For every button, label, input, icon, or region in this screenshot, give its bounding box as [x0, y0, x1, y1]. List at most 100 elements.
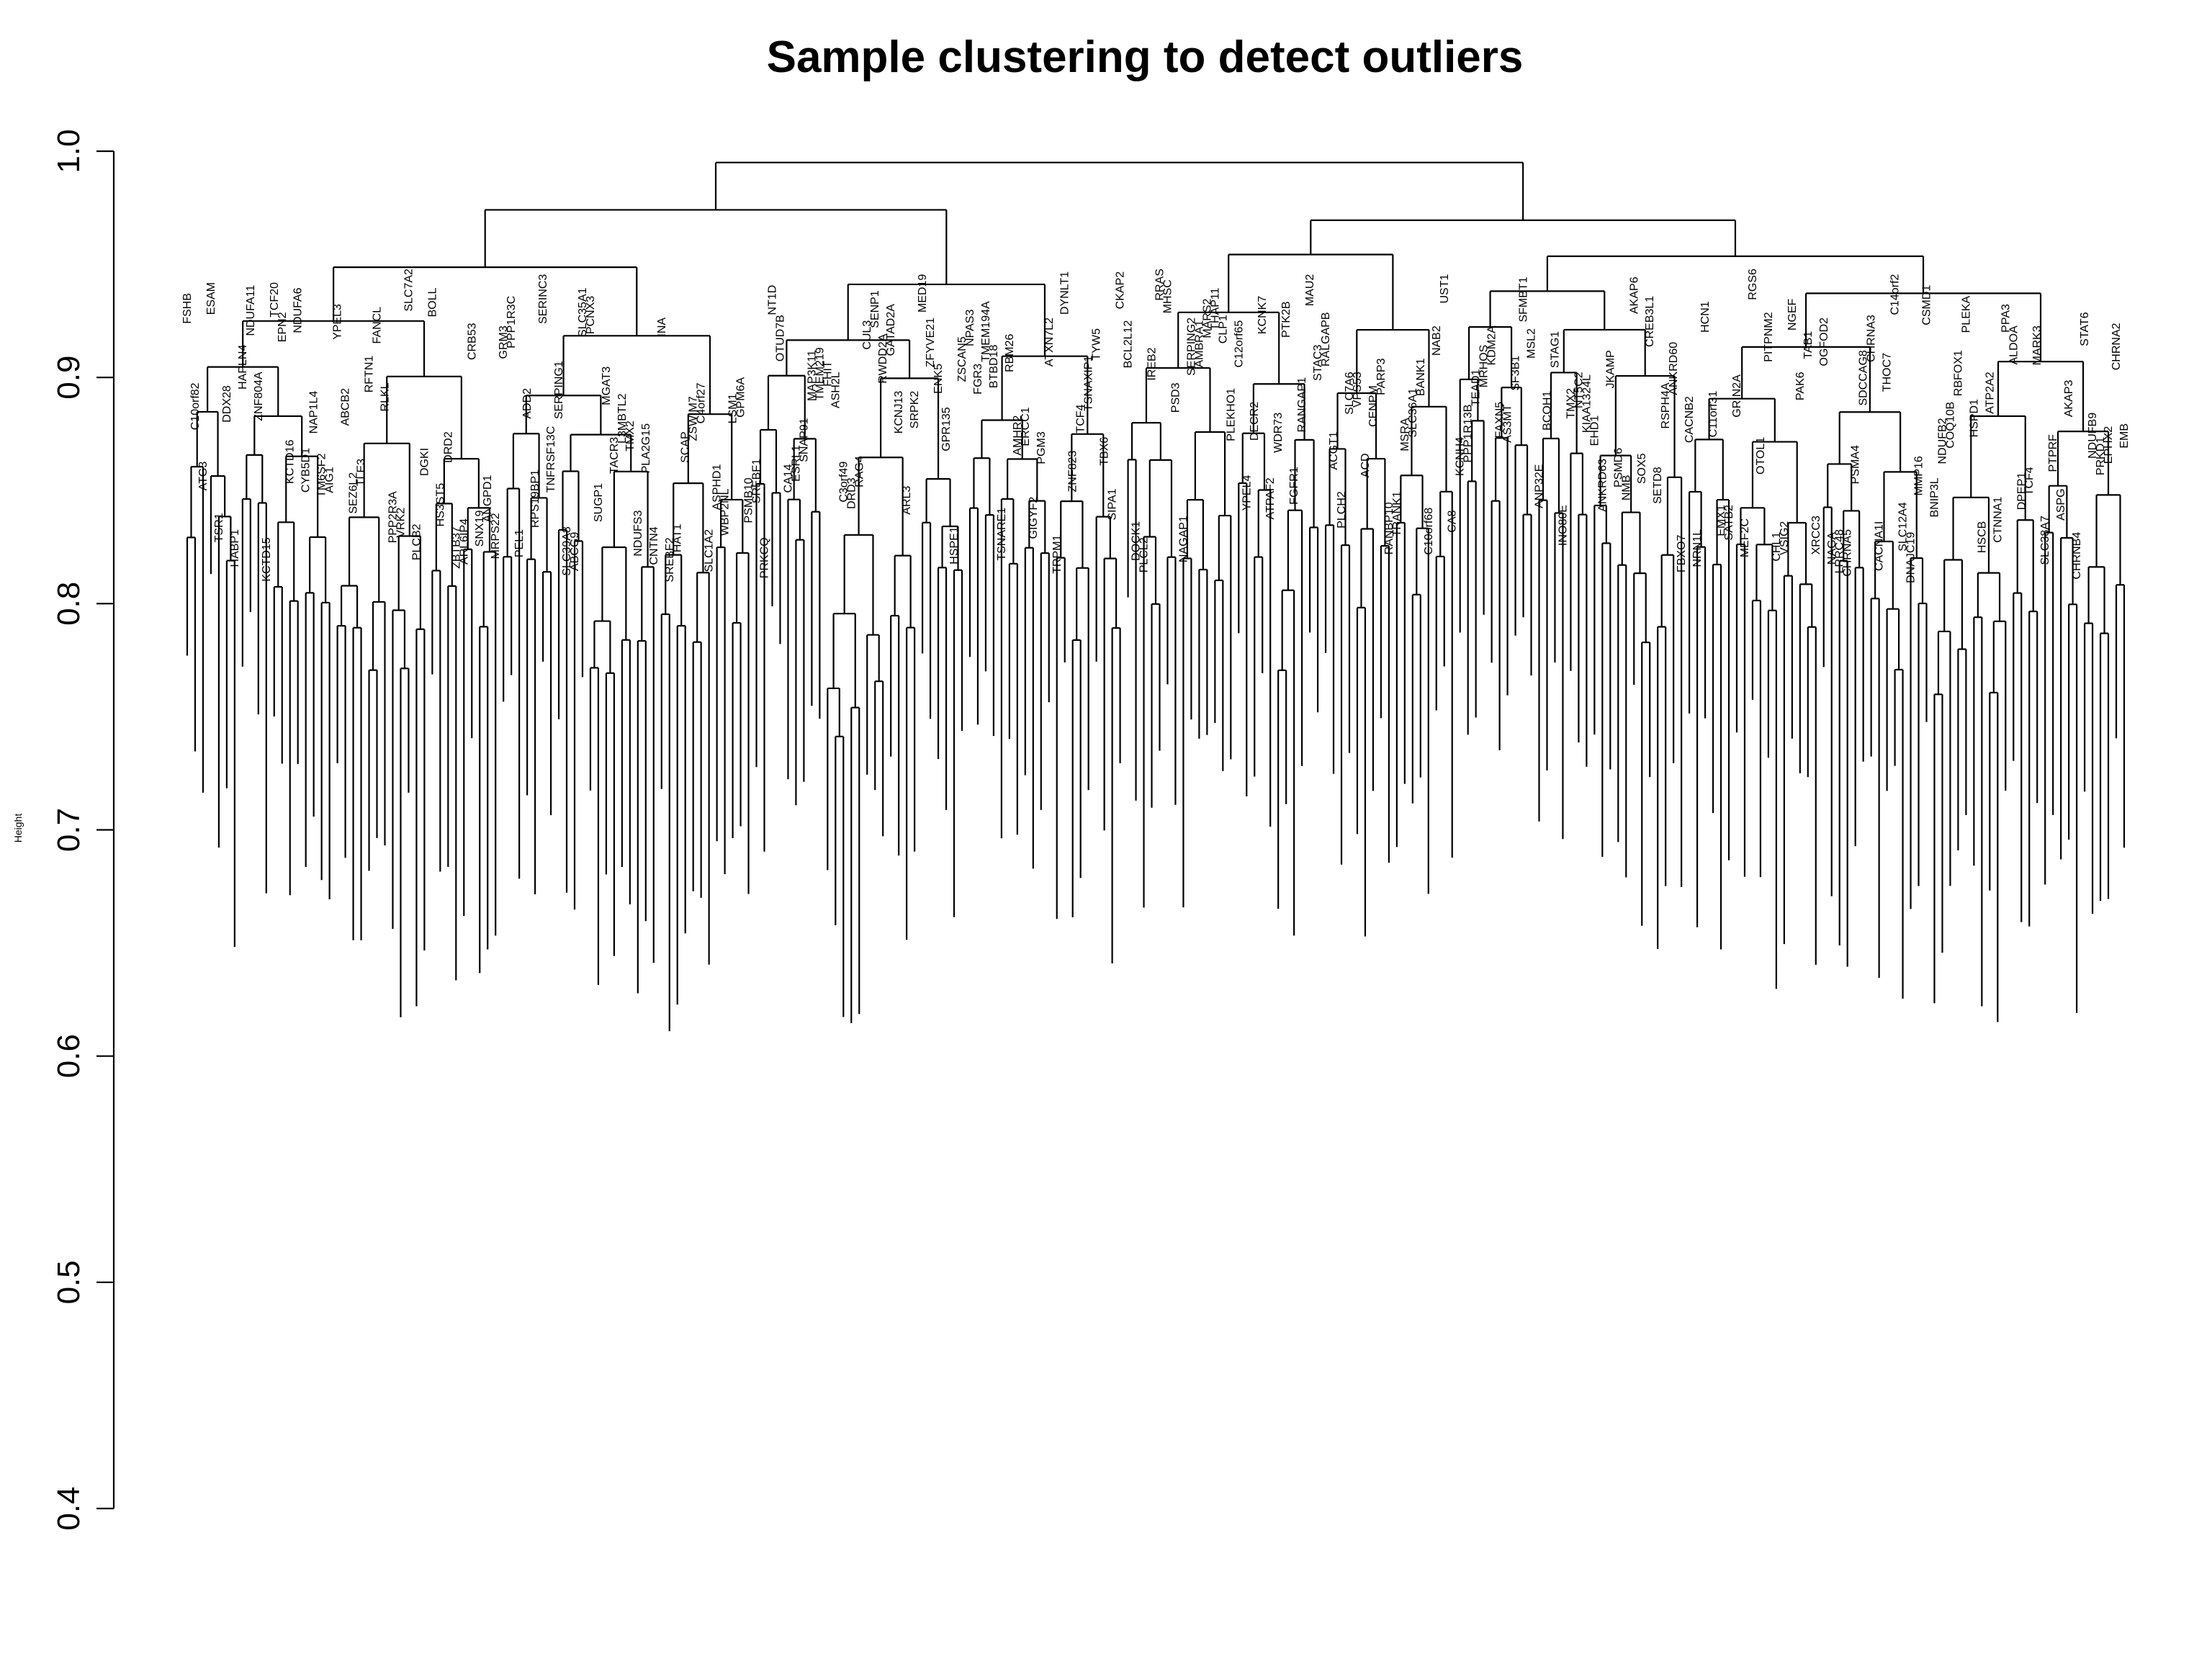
leaf-label-93: MED19 [917, 274, 929, 313]
leaf-label-214: CACNA1I [1874, 521, 1886, 571]
leaf-label-116: TBX6 [1099, 437, 1111, 466]
leaf-label-38: ANGPD1 [482, 475, 494, 523]
leaf-label-232: DPEP1 [2015, 472, 2028, 511]
leaf-label-44: RPS19BP1 [529, 469, 541, 528]
leaf-label-23: RFTN1 [364, 356, 376, 393]
leaf-label-172: BCOH1 [1541, 391, 1553, 431]
leaf-label-28: SLC7A2 [403, 269, 415, 312]
leaf-label-98: ZSCAN5 [956, 336, 968, 382]
leaf-label-1: C10orf82 [189, 382, 202, 430]
leaf-label-161: KCNH4 [1455, 437, 1467, 476]
leaf-label-27: VRK2 [395, 508, 407, 538]
y-axis-label: Height [12, 814, 24, 843]
leaf-label-103: TSNARE1 [996, 508, 1008, 561]
leaf-label-60: INA [656, 318, 668, 337]
leaf-label-242: PRKD1 [2095, 437, 2107, 475]
leaf-label-202: VSIG2 [1779, 521, 1791, 555]
leaf-label-83: C3orf49 [837, 462, 850, 503]
leaf-label-112: ZNF823 [1067, 451, 1079, 493]
leaf-label-43: ADD2 [521, 388, 534, 419]
chart-title: Sample clustering to detect outliers [767, 32, 1524, 82]
leaf-label-182: NMB [1620, 475, 1632, 501]
leaf-label-16: NAP1L4 [308, 391, 320, 434]
leaf-label-197: MEF2C [1739, 518, 1751, 557]
leaf-label-174: INO80E [1557, 505, 1569, 546]
leaf-label-229: CTNNA1 [1992, 497, 2004, 543]
leaf-label-92: SRPK2 [909, 391, 921, 429]
leaf-label-120: DOCK1 [1130, 521, 1143, 561]
leaf-label-145: ACGT1 [1328, 431, 1340, 469]
leaf-label-18: AIG1 [324, 467, 336, 493]
leaf-label-227: HSCB [1976, 521, 1988, 553]
leaf-label-58: PLA2G15 [640, 423, 652, 473]
y-tick-label-2: 0.6 [51, 1034, 86, 1078]
leaf-label-84: DRD3 [845, 477, 858, 509]
leaf-label-154: MSRA [1399, 418, 1411, 451]
leaf-label-233: TCF4 [2023, 467, 2036, 495]
leaf-label-196: GRIN2A [1731, 374, 1743, 418]
leaf-label-124: MHSC [1161, 279, 1174, 313]
leaf-label-77: ESRL1 [790, 445, 802, 482]
leaf-label-186: SETD8 [1652, 467, 1664, 504]
leaf-label-85: RAG4 [853, 456, 866, 487]
leaf-label-193: C11orf31 [1707, 391, 1719, 438]
leaf-label-48: SLC39A8 [561, 526, 573, 576]
leaf-label-133: C12orf65 [1233, 320, 1245, 368]
leaf-label-225: PLEKA [1960, 295, 1972, 333]
leaf-label-0: FSHB [181, 293, 194, 324]
leaf-label-203: NGEF [1786, 298, 1799, 331]
leaf-label-36: CRB53 [466, 323, 478, 360]
leaf-label-66: SLC1A2 [703, 529, 716, 572]
leaf-label-205: TAB1 [1802, 331, 1815, 359]
leaf-label-144: RALGAPB [1320, 312, 1332, 367]
leaf-label-137: ATPAF2 [1264, 477, 1277, 519]
leaf-label-78: SNAP91 [798, 418, 810, 462]
leaf-label-47: SERPING1 [553, 361, 565, 419]
leaf-label-190: CACNB2 [1683, 396, 1696, 443]
leaf-label-107: GIGYF2 [1028, 497, 1040, 539]
leaf-label-3: ESAM [205, 282, 217, 315]
leaf-label-240: STAT6 [2079, 312, 2091, 346]
leaf-label-95: ENK5 [932, 364, 945, 394]
leaf-label-9: ZNF804A [253, 372, 265, 421]
leaf-label-97: HSPE1 [948, 526, 961, 565]
leaf-label-216: C14orf2 [1889, 274, 1902, 315]
leaf-label-102: BTBD18 [988, 345, 1000, 389]
leaf-label-15: CYB5D1 [300, 448, 313, 493]
leaf-label-94: ZFYVE21 [925, 318, 937, 367]
leaf-label-195: SATB2 [1723, 505, 1735, 541]
leaf-label-231: ALDOA [2008, 325, 2020, 365]
y-tick-label-1: 0.5 [51, 1260, 86, 1304]
leaf-label-82: ASH2L [830, 372, 842, 408]
leaf-label-62: HAT1 [672, 523, 684, 552]
leaf-label-33: DRD2 [442, 431, 454, 463]
leaf-label-129: MARS2 [1201, 298, 1213, 338]
leaf-label-176: NT5C2 [1573, 372, 1585, 408]
leaf-label-217: SLC12A4 [1897, 502, 1910, 552]
leaf-label-110: TRPM1 [1051, 534, 1064, 573]
leaf-label-169: SFMBT1 [1518, 276, 1530, 322]
leaf-label-111: DYNLT1 [1059, 271, 1071, 315]
leaf-label-147: SLC7A6 [1344, 372, 1356, 415]
leaf-label-128: AMBRA1 [1193, 320, 1205, 368]
leaf-label-35: ARL6IP4 [458, 518, 470, 565]
leaf-label-221: BNIP3L [1928, 477, 1941, 517]
leaf-label-52: SUGP1 [593, 483, 605, 522]
leaf-label-109: ATXN7L2 [1043, 318, 1056, 367]
leaf-label-151: PARP3 [1375, 358, 1388, 395]
leaf-label-181: PSMD6 [1612, 448, 1624, 487]
leaf-label-175: TMX2 [1565, 388, 1577, 419]
leaf-label-141: RANGAP1 [1296, 377, 1308, 433]
leaf-label-113: TCF4 [1075, 404, 1087, 433]
leaf-label-67: ASPHD1 [711, 464, 724, 510]
leaf-label-168: SF3B1 [1510, 356, 1522, 391]
leaf-label-50: SLC35A1 [577, 287, 589, 337]
leaf-label-191: NRN1L [1691, 529, 1704, 567]
leaf-label-55: L3MBTL2 [616, 393, 629, 443]
leaf-label-212: SDCCAG8 [1858, 350, 1870, 405]
leaf-label-162: PPP1R13B [1462, 405, 1475, 463]
leaf-label-100: FGR3 [972, 364, 984, 395]
leaf-label-31: BOLL [426, 287, 439, 317]
leaf-label-90: KCNJ13 [893, 391, 905, 434]
leaf-label-123: RRAS [1154, 269, 1166, 300]
